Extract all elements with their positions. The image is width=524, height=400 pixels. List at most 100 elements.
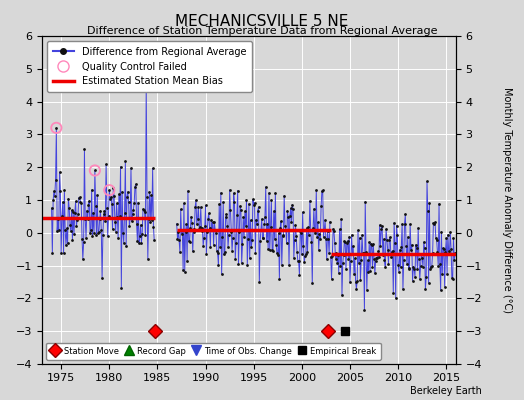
Point (433, 248, 442, 255)
Point (384, 246, 392, 253)
Point (330, 228, 338, 235)
Point (230, 190, 238, 196)
Point (333, 260, 341, 266)
Point (192, 221, 201, 227)
Point (387, 253, 395, 260)
Point (408, 278, 417, 284)
Point (204, 210, 213, 216)
Point (340, 238, 348, 244)
Point (220, 251, 228, 258)
Point (217, 271, 226, 278)
Point (190, 228, 199, 235)
Point (136, 233, 144, 240)
Point (419, 264, 427, 270)
Point (304, 224, 312, 230)
Point (381, 263, 389, 270)
Point (328, 276, 336, 282)
Point (421, 286, 430, 292)
Point (196, 204, 205, 210)
Point (417, 263, 425, 269)
Point (218, 234, 226, 241)
Point (319, 234, 328, 240)
Point (417, 250, 425, 257)
Point (324, 235, 333, 242)
Point (95, 216, 104, 222)
Point (348, 251, 356, 258)
Point (290, 255, 298, 261)
Point (370, 270, 379, 276)
Point (104, 233, 112, 239)
Point (237, 206, 245, 213)
Point (435, 260, 444, 267)
Point (49, 197, 57, 204)
Point (144, 256, 152, 262)
Point (257, 216, 266, 222)
Point (103, 204, 111, 211)
Point (362, 249, 370, 256)
Point (121, 210, 129, 216)
Point (116, 164, 125, 170)
Point (378, 223, 386, 229)
Point (344, 256, 353, 263)
Point (210, 242, 218, 248)
Point (57, 250, 66, 256)
Point (203, 229, 211, 235)
Point (240, 234, 248, 240)
Point (52, 125, 61, 131)
Point (198, 224, 206, 231)
Point (133, 220, 141, 227)
Point (350, 271, 358, 277)
Point (264, 246, 272, 252)
Point (222, 214, 230, 220)
Point (201, 202, 210, 209)
Point (124, 199, 133, 205)
Point (307, 238, 315, 245)
Point (230, 199, 238, 205)
Point (390, 220, 398, 226)
Point (432, 237, 441, 243)
Point (235, 228, 244, 235)
Point (335, 226, 344, 232)
Point (430, 220, 439, 227)
Point (214, 262, 223, 268)
Point (119, 230, 127, 236)
Point (349, 243, 357, 249)
Point (249, 202, 258, 208)
Point (219, 199, 227, 205)
Point (437, 228, 445, 235)
Point (292, 232, 300, 239)
Point (326, 218, 334, 225)
Point (101, 218, 110, 224)
Point (377, 226, 386, 232)
Point (258, 235, 267, 242)
Point (356, 277, 365, 283)
Point (331, 240, 339, 246)
Point (303, 249, 312, 255)
Point (317, 203, 325, 210)
Point (269, 208, 278, 214)
Point (201, 223, 209, 230)
Point (399, 286, 407, 293)
Point (249, 196, 257, 202)
Point (142, 82, 150, 88)
Point (226, 207, 235, 213)
Point (413, 266, 422, 272)
Point (110, 193, 118, 200)
Point (172, 220, 181, 227)
Point (231, 256, 239, 262)
Legend: Station Move, Record Gap, Time of Obs. Change, Empirical Break: Station Move, Record Gap, Time of Obs. C… (46, 342, 381, 360)
Point (85, 198, 93, 204)
Point (294, 258, 303, 265)
Point (313, 234, 321, 240)
Point (305, 232, 313, 238)
Point (295, 272, 303, 278)
Point (389, 290, 398, 296)
Point (121, 158, 129, 164)
Point (116, 212, 124, 219)
Point (380, 257, 389, 264)
Point (346, 258, 355, 265)
Point (242, 222, 250, 229)
Point (222, 211, 231, 218)
Point (130, 200, 138, 206)
Point (297, 230, 305, 236)
